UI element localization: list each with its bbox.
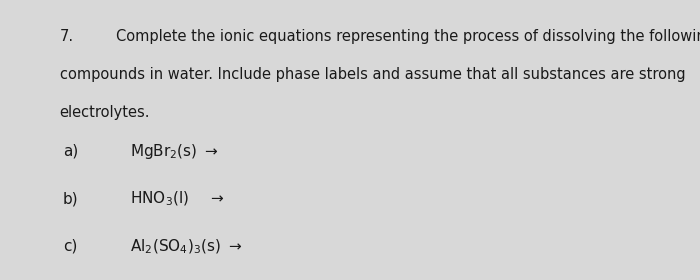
Text: MgBr$_2$(s) $\rightarrow$: MgBr$_2$(s) $\rightarrow$	[130, 142, 218, 161]
Text: Al$_2$(SO$_4$)$_3$(s) $\rightarrow$: Al$_2$(SO$_4$)$_3$(s) $\rightarrow$	[130, 237, 242, 256]
Text: 7.: 7.	[60, 29, 74, 45]
Text: Complete the ionic equations representing the process of dissolving the followin: Complete the ionic equations representin…	[116, 29, 700, 45]
Text: HNO$_3$(l)    $\rightarrow$: HNO$_3$(l) $\rightarrow$	[130, 190, 224, 208]
Text: electrolytes.: electrolytes.	[60, 105, 150, 120]
Text: b): b)	[63, 191, 78, 206]
Text: compounds in water. Include phase labels and assume that all substances are stro: compounds in water. Include phase labels…	[60, 67, 685, 82]
Text: a): a)	[63, 144, 78, 159]
Text: c): c)	[63, 239, 78, 254]
